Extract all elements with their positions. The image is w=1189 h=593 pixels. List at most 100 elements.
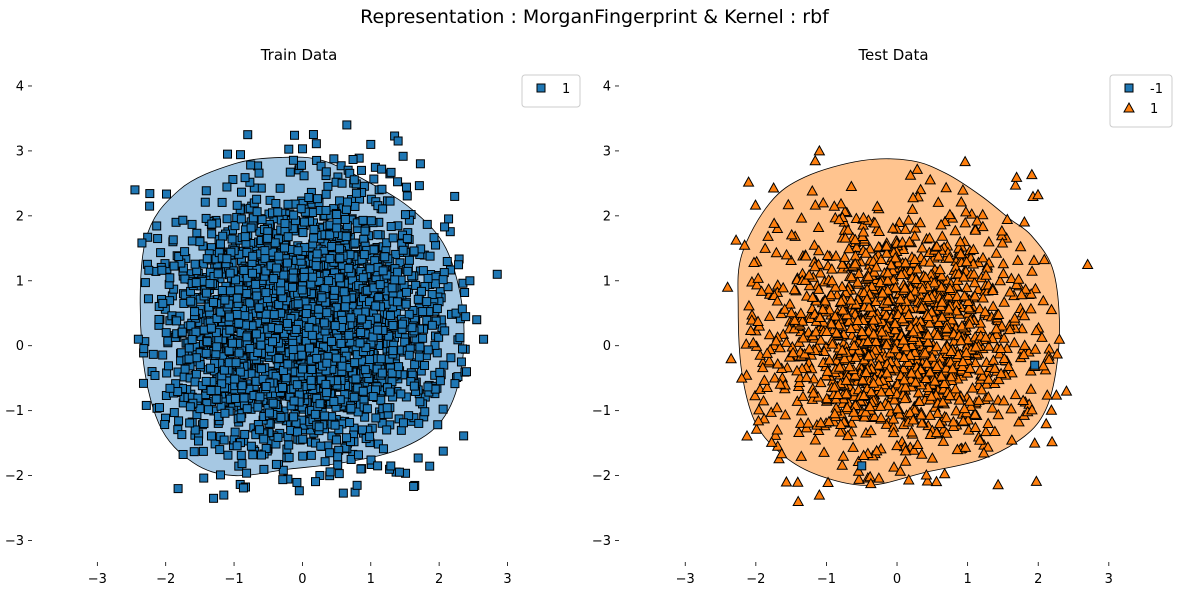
data-point: [168, 235, 178, 245]
data-point: [362, 404, 372, 414]
data-point: [813, 144, 826, 156]
data-point: [905, 367, 918, 378]
data-point: [246, 441, 256, 451]
data-point: [945, 313, 958, 325]
data-point: [899, 223, 912, 234]
data-point: [316, 161, 326, 171]
data-point: [920, 372, 932, 383]
data-point: [297, 364, 307, 374]
data-point: [899, 256, 912, 268]
data-point: [904, 169, 917, 180]
data-point: [292, 380, 302, 390]
data-point: [459, 431, 469, 441]
data-point: [312, 249, 322, 259]
data-point: [932, 196, 945, 207]
data-point: [401, 287, 411, 297]
data-point: [479, 334, 489, 344]
data-point: [304, 192, 314, 202]
data-point: [276, 412, 286, 422]
data-point: [216, 307, 226, 317]
data-point: [800, 371, 813, 382]
data-point: [446, 353, 456, 363]
data-point: [187, 334, 197, 344]
data-point: [230, 393, 240, 403]
data-point: [472, 315, 482, 325]
data-point: [847, 441, 859, 452]
data-point: [837, 450, 850, 461]
data-point: [1041, 389, 1054, 400]
data-point: [996, 320, 1008, 331]
data-point: [856, 325, 868, 337]
data-point: [308, 130, 318, 140]
data-point: [973, 394, 985, 405]
data-point: [387, 283, 397, 293]
data-point: [154, 403, 164, 413]
data-point: [163, 361, 173, 371]
data-point: [979, 305, 991, 317]
data-point: [908, 253, 921, 265]
data-point: [253, 347, 263, 357]
data-point: [797, 390, 809, 401]
data-point: [888, 393, 901, 405]
data-point: [251, 279, 261, 289]
data-point: [809, 260, 821, 272]
data-point: [865, 424, 877, 436]
data-point: [812, 244, 825, 256]
data-point: [787, 346, 799, 358]
data-point: [828, 381, 841, 392]
data-point: [307, 365, 317, 375]
data-point: [242, 332, 252, 342]
data-point: [429, 233, 439, 243]
data-point: [191, 278, 201, 288]
data-point: [969, 289, 981, 301]
data-point: [191, 327, 201, 337]
data-point: [332, 435, 342, 445]
data-point: [413, 294, 423, 304]
data-point: [914, 216, 927, 228]
data-point: [176, 348, 186, 358]
data-point: [344, 263, 354, 273]
data-point: [205, 279, 215, 289]
data-point: [154, 314, 164, 324]
data-point: [236, 450, 246, 460]
data-point: [870, 335, 882, 346]
data-point: [807, 387, 820, 398]
data-point: [358, 273, 368, 283]
data-point: [959, 155, 971, 167]
data-point: [309, 233, 319, 243]
data-point: [769, 429, 782, 440]
data-point: [964, 362, 977, 373]
data-point: [189, 447, 199, 457]
data-point: [797, 331, 809, 343]
data-point: [853, 267, 865, 279]
data-point: [862, 349, 875, 361]
data-point: [311, 139, 321, 149]
data-point: [400, 210, 410, 220]
data-point: [418, 307, 428, 317]
data-point: [775, 447, 788, 459]
data-point: [973, 434, 986, 445]
data-point: [187, 219, 197, 229]
data-point: [180, 364, 190, 374]
data-point: [833, 213, 845, 225]
data-point: [409, 481, 419, 491]
data-point: [377, 164, 387, 174]
data-point: [378, 266, 388, 276]
data-point: [937, 435, 950, 446]
data-point: [1029, 282, 1042, 294]
data-point: [283, 318, 293, 328]
data-point: [257, 215, 267, 225]
data-point: [435, 376, 445, 386]
y-tick-label: 1: [16, 274, 24, 289]
data-point: [304, 322, 314, 332]
data-point: [143, 232, 153, 242]
data-point: [828, 407, 841, 419]
data-point: [1010, 171, 1023, 182]
data-point: [957, 415, 970, 426]
data-point: [465, 276, 475, 286]
data-point: [998, 352, 1011, 364]
data-point: [217, 286, 227, 296]
data-point: [966, 382, 979, 393]
data-point: [863, 301, 875, 312]
data-point: [427, 290, 437, 300]
